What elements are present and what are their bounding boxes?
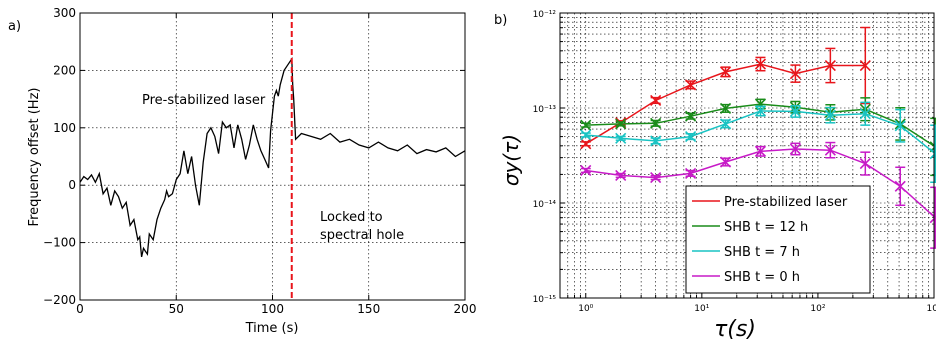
data-point-marker: [650, 94, 662, 107]
panel-a-xtick-label: 150: [357, 302, 380, 316]
data-point-marker: [929, 148, 936, 160]
panel-a-xtick-label: 100: [261, 302, 284, 316]
data-point-marker: [615, 118, 627, 130]
legend-entry: SHB t = 12 h: [724, 220, 808, 235]
data-point-marker: [894, 120, 906, 132]
panel-a-grid: [80, 13, 465, 300]
data-point-marker: [615, 132, 627, 144]
panel-b-series: [580, 26, 936, 249]
series-3: [580, 141, 936, 249]
panel-b-ticks: 10⁰ 10¹ 10² 10³ 10⁻¹⁵ 10⁻¹⁴ 10⁻¹³ 10⁻¹²: [533, 10, 936, 314]
data-point-marker: [789, 143, 801, 155]
data-point-marker: [754, 58, 767, 70]
data-point-marker: [789, 105, 801, 118]
panel-b-label: b): [494, 13, 507, 28]
data-point-marker: [580, 138, 592, 150]
panel-b-ylabel: σy(τ): [499, 134, 523, 186]
panel-a-ylabel: Frequency offset (Hz): [27, 88, 42, 227]
panel-a-label: a): [8, 19, 21, 34]
data-point-marker: [719, 118, 732, 130]
annotation-locked-1: Locked to: [320, 210, 383, 225]
data-point-marker: [719, 102, 732, 114]
data-point-marker: [719, 156, 732, 168]
data-point-marker: [685, 167, 697, 179]
data-point-marker: [650, 135, 662, 147]
panel-b: b) 10⁰ 10¹ 10² 10³ 10⁻¹⁵ 10⁻¹⁴ 10⁻¹³ 10⁻¹² τ(s)…: [494, 10, 936, 342]
panel-b-xtick-label: 10¹: [694, 304, 709, 314]
panel-a: a) 0 50 100 150 200 −200 −100 0 100 200 300 Pre-st…: [8, 6, 476, 336]
panel-a-ticks: 0 50 100 150 200 −200 −100 0 100 200 300: [43, 6, 476, 316]
panel-b-xtick-label: 10²: [810, 304, 825, 314]
data-point-marker: [685, 110, 697, 122]
data-point-marker: [754, 105, 767, 117]
panel-a-xlabel: Time (s): [245, 321, 299, 336]
frequency-offset-line: [79, 56, 466, 258]
data-point-marker: [580, 164, 592, 177]
panel-b-xlabel: τ(s): [714, 317, 756, 342]
legend-entry: SHB t = 7 h: [724, 245, 800, 260]
data-point-marker: [615, 169, 627, 182]
data-point-marker: [580, 129, 592, 141]
series-0: [580, 26, 871, 150]
data-point-marker: [650, 117, 662, 129]
panel-a-axes-frame: [79, 12, 466, 301]
data-point-marker: [789, 68, 801, 80]
data-point-marker: [859, 59, 871, 72]
panel-a-ytick-label: −200: [43, 293, 76, 307]
data-point-marker: [894, 180, 906, 192]
data-point-marker: [929, 212, 936, 224]
panel-a-ytick-label: 100: [53, 121, 76, 135]
panel-b-ytick-label: 10⁻¹²: [533, 10, 557, 20]
data-point-marker: [650, 172, 662, 184]
legend-entry: SHB t = 0 h: [724, 270, 800, 285]
panel-a-ytick-label: 200: [53, 63, 76, 77]
data-point-marker: [859, 158, 871, 170]
panel-a-ytick-label: −100: [43, 236, 76, 250]
panel-b-legend: Pre-stabilized laser SHB t = 12 h SHB t = …: [685, 185, 871, 294]
panel-b-ytick-label: 10⁻¹⁴: [533, 200, 557, 210]
data-point-marker: [824, 59, 836, 72]
panel-b-xtick-label: 10³: [926, 304, 936, 314]
data-point-marker: [859, 108, 871, 120]
data-point-marker: [824, 144, 836, 156]
data-point-marker: [580, 119, 592, 131]
panel-b-xtick-label: 10⁰: [578, 304, 593, 314]
panel-a-series: [79, 56, 466, 258]
data-point-marker: [685, 131, 697, 143]
data-point-marker: [685, 79, 697, 91]
data-point-marker: [754, 145, 767, 157]
legend-box: [685, 185, 871, 294]
annotation-locked-2: spectral hole: [320, 228, 404, 243]
panel-a-ytick-label: 0: [68, 178, 76, 192]
panel-b-ytick-label: 10⁻¹³: [533, 105, 557, 115]
panel-a-xtick-label: 0: [76, 302, 84, 316]
panel-b-ytick-label: 10⁻¹⁵: [533, 295, 557, 305]
data-point-marker: [824, 109, 836, 121]
panel-b-axes-frame: [559, 12, 935, 299]
data-point-marker: [719, 66, 732, 78]
panel-a-ytick-label: 300: [53, 6, 76, 20]
panel-a-xtick-label: 50: [169, 302, 184, 316]
panel-a-xtick-label: 200: [454, 302, 477, 316]
legend-entry: Pre-stabilized laser: [724, 195, 848, 210]
annotation-prestabilized: Pre-stabilized laser: [142, 93, 266, 108]
series-2: [580, 101, 936, 183]
